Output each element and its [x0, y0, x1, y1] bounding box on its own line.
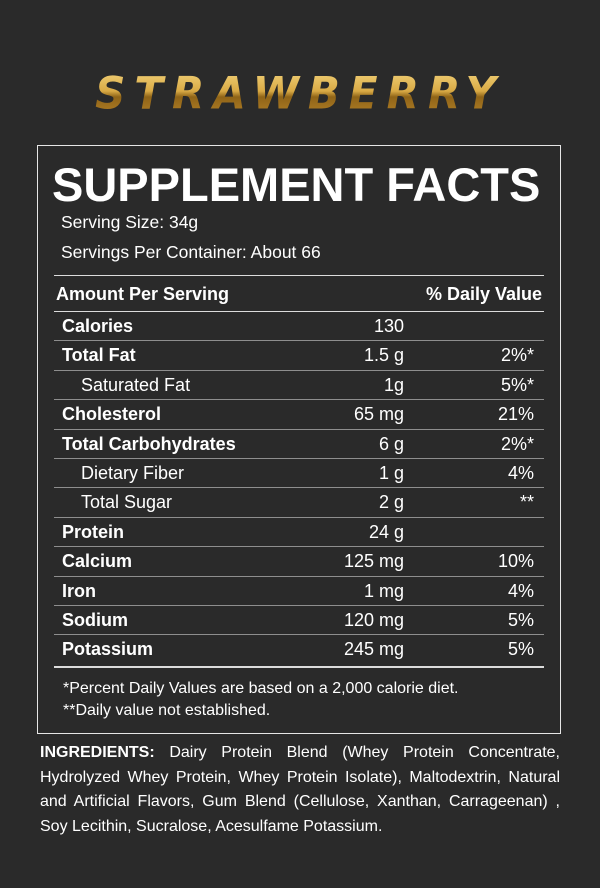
nutrient-daily-value: 2%*: [500, 433, 534, 454]
divider-thick: [54, 666, 544, 668]
footnote-daily-values: *Percent Daily Values are based on a 2,0…: [63, 680, 459, 697]
nutrient-name: Cholesterol: [62, 404, 162, 425]
nutrient-daily-value: 4%: [507, 580, 534, 601]
flavor-title: STRAWBERRY: [0, 65, 600, 124]
table-row: Cholesterol 65 mg 21%: [54, 400, 544, 430]
nutrient-amount: 24 g: [368, 521, 404, 542]
nutrient-amount: 2 g: [378, 492, 404, 513]
serving-size: Serving Size: 34g: [61, 212, 199, 232]
table-row: Protein 24 g: [54, 518, 544, 548]
nutrient-name: Protein: [62, 521, 125, 542]
nutrient-daily-value: 5%: [507, 639, 534, 660]
divider: [54, 275, 544, 276]
nutrient-name: Saturated Fat: [81, 374, 191, 395]
nutrient-daily-value: 21%: [497, 404, 534, 425]
ingredients-label: INGREDIENTS:: [40, 744, 155, 761]
footnote-not-established: **Daily value not established.: [63, 702, 271, 719]
nutrient-amount: 125 mg: [343, 551, 404, 572]
nutrient-amount: 1g: [383, 374, 404, 395]
ingredients: INGREDIENTS: Dairy Protein Blend (Whey P…: [40, 741, 560, 839]
facts-rows: Calories 130 Total Fat 1.5 g 2%* Saturated Fa…: [54, 312, 544, 665]
divider: [54, 311, 544, 312]
table-row: Total Sugar 2 g **: [54, 488, 544, 518]
nutrient-amount: 6 g: [378, 433, 404, 454]
footnotes: *Percent Daily Values are based on a 2,0…: [63, 678, 543, 722]
daily-value-label: % Daily Value: [425, 284, 542, 304]
nutrient-name: Iron: [62, 580, 96, 601]
amount-per-serving-label: Amount Per Serving: [56, 284, 230, 304]
nutrient-name: Calcium: [62, 551, 133, 572]
table-row: Sodium 120 mg 5%: [54, 606, 544, 636]
nutrient-name: Dietary Fiber: [81, 462, 185, 483]
nutrient-name: Sodium: [62, 609, 128, 630]
supplement-facts-panel: SUPPLEMENT FACTS Serving Size: 34g Servi…: [37, 145, 561, 734]
nutrient-amount: 65 mg: [353, 404, 404, 425]
nutrient-name: Potassium: [62, 639, 154, 660]
nutrient-name: Calories: [62, 316, 134, 336]
nutrient-name: Total Fat: [62, 345, 136, 366]
nutrient-daily-value: 2%*: [500, 345, 534, 366]
facts-header-row: Amount Per Serving % Daily Value: [56, 279, 542, 309]
panel-title: SUPPLEMENT FACTS: [52, 158, 541, 211]
table-row: Calcium 125 mg 10%: [54, 547, 544, 577]
nutrient-daily-value: 5%*: [500, 374, 534, 395]
table-row: Total Carbohydrates 6 g 2%*: [54, 430, 544, 459]
nutrient-daily-value: 5%: [507, 609, 534, 630]
nutrient-amount: 120 mg: [343, 609, 404, 630]
nutrient-daily-value: 10%: [497, 551, 534, 572]
table-row: Total Fat 1.5 g 2%*: [54, 341, 544, 371]
nutrient-name: Total Carbohydrates: [62, 433, 236, 454]
nutrient-amount: 130: [373, 316, 404, 336]
nutrient-daily-value: **: [519, 492, 534, 513]
servings-per-container: Servings Per Container: About 66: [61, 242, 321, 262]
table-row: Potassium 245 mg 5%: [54, 635, 544, 664]
table-row: Iron 1 mg 4%: [54, 577, 544, 606]
nutrient-daily-value: 4%: [507, 462, 534, 483]
ingredients-text: Dairy Protein Blend (Whey Protein Concen…: [40, 744, 560, 835]
table-row: Saturated Fat 1g 5%*: [54, 371, 544, 401]
nutrient-amount: 1.5 g: [363, 345, 404, 366]
table-row: Calories 130: [54, 312, 544, 342]
nutrient-amount: 1 mg: [363, 580, 404, 601]
table-row: Dietary Fiber 1 g 4%: [54, 459, 544, 489]
nutrient-amount: 1 g: [378, 462, 404, 483]
nutrient-name: Total Sugar: [81, 492, 173, 513]
nutrient-amount: 245 mg: [343, 639, 404, 660]
